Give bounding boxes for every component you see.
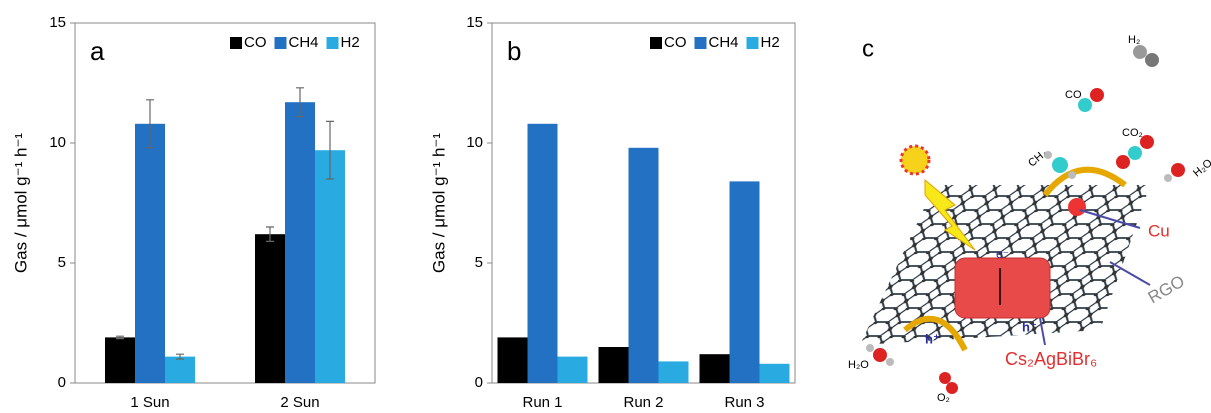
bar	[165, 356, 195, 383]
cu-particle	[1068, 198, 1086, 216]
legend-label: H2	[341, 34, 360, 51]
legend-swatch	[230, 37, 242, 49]
legend-swatch	[650, 37, 662, 49]
perovskite-pointer	[1039, 317, 1046, 346]
bar	[759, 363, 790, 383]
bar	[699, 354, 730, 383]
bar	[135, 123, 165, 384]
y-tick-label: 10	[49, 134, 66, 151]
chart: 0 5 10 15 Gas / μmol g⁻¹ h⁻¹ a 1 Sun 2 Sun CO CH4…	[11, 14, 376, 411]
x-tick-label: Run 2	[623, 394, 663, 411]
perovskite-label: Cs₂AgBiBr₆	[1005, 349, 1097, 369]
bar	[255, 234, 285, 383]
y-tick-label: 0	[475, 374, 483, 391]
y-axis-label: Gas / μmol g⁻¹ h⁻¹	[11, 133, 30, 273]
hole-label: h⁺	[1022, 319, 1037, 334]
y-tick-label: 5	[475, 254, 483, 271]
molecule-label: O₂	[937, 392, 950, 404]
error-bar	[296, 87, 304, 118]
hole-label: h⁺	[925, 331, 940, 346]
y-axis-label: Gas / μmol g⁻¹ h⁻¹	[429, 133, 448, 273]
bar	[285, 102, 315, 383]
bar	[497, 337, 528, 383]
x-tick-label: 1 Sun	[130, 394, 169, 411]
bar	[527, 123, 558, 384]
legend-swatch	[746, 37, 759, 49]
legend-swatch	[326, 37, 339, 49]
molecule-label: H₂O	[1191, 157, 1211, 180]
panel-label: c	[862, 35, 874, 62]
bar	[315, 150, 345, 383]
rgo-label: RGO	[1145, 272, 1188, 308]
error-bar	[326, 120, 334, 180]
sun	[899, 144, 931, 176]
cu-label: Cu	[1148, 221, 1170, 240]
diagram: c Cu RGO Cs₂AgBiBr₆ H₂ CO CH₄ CO₂ H₂O H₂…	[848, 34, 1211, 404]
rgo-pointer	[1109, 261, 1151, 286]
molecules	[866, 45, 1185, 394]
y-tick-label: 15	[466, 14, 483, 31]
bar	[658, 361, 689, 383]
legend-swatch	[694, 37, 707, 49]
bar	[598, 347, 629, 383]
x-tick-label: Run 1	[522, 394, 562, 411]
panel-label: b	[507, 36, 521, 66]
bar	[557, 356, 588, 383]
legend-label: H2	[761, 34, 780, 51]
cu-pointer	[1079, 209, 1141, 229]
molecule-label: H₂	[1128, 34, 1140, 46]
electron-label: e⁻	[996, 247, 1009, 261]
light-bolt	[924, 178, 976, 251]
plot-frame	[74, 22, 376, 384]
y-tick-label: 0	[58, 374, 66, 391]
x-tick-label: 2 Sun	[280, 394, 319, 411]
x-tick-label: Run 3	[724, 394, 764, 411]
legend-label: CH4	[709, 34, 739, 51]
oxidation-arrow	[903, 315, 968, 352]
molecule-label: CO₂	[1122, 127, 1143, 139]
legend-label: CO	[664, 34, 687, 51]
legend-label: CO	[244, 34, 267, 51]
bar	[105, 337, 135, 383]
error-bar	[266, 226, 274, 242]
y-tick-label: 10	[466, 134, 483, 151]
bar	[628, 147, 659, 383]
error-bar	[116, 335, 124, 340]
error-bar	[176, 353, 184, 360]
molecule-label: H₂O	[848, 359, 869, 371]
y-tick-label: 15	[49, 14, 66, 31]
perovskite-crystal	[954, 257, 1051, 319]
bar	[729, 181, 760, 383]
chart: 0 5 10 15 Gas / μmol g⁻¹ h⁻¹ b Run 1 Run 2 Run 3…	[429, 14, 796, 411]
panel-label: a	[90, 36, 105, 66]
legend-label: CH4	[289, 34, 319, 51]
y-tick-label: 5	[58, 254, 66, 271]
error-bar	[146, 99, 154, 149]
reduction-arrow	[1042, 166, 1127, 197]
legend-swatch	[274, 37, 287, 49]
molecule-label: CO	[1065, 89, 1082, 101]
